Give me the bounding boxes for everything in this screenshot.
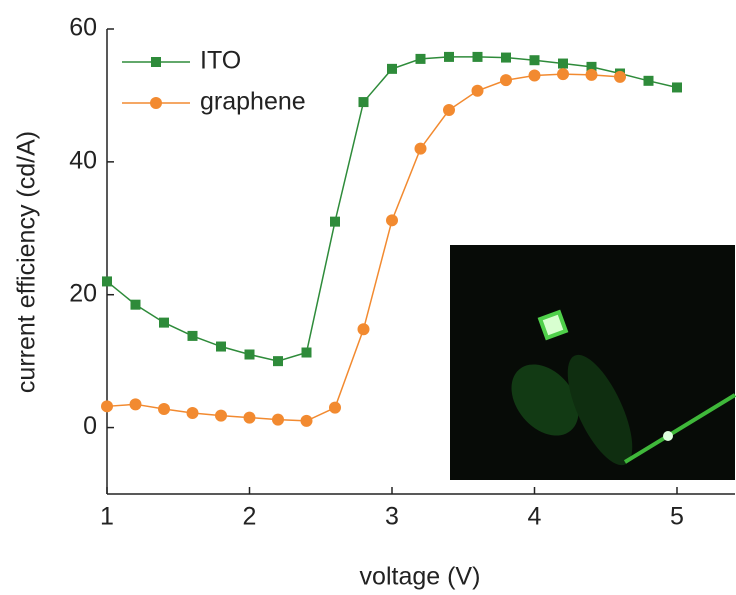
- data-point: [501, 52, 511, 63]
- data-point: [672, 82, 682, 93]
- data-point: [272, 413, 284, 426]
- inset-photo: [450, 245, 736, 480]
- data-point: [443, 104, 455, 117]
- data-point: [186, 406, 199, 419]
- data-point: [358, 97, 369, 108]
- legend-marker: [150, 97, 162, 109]
- data-point: [643, 75, 654, 86]
- data-point: [357, 323, 370, 336]
- data-point: [130, 299, 141, 310]
- data-point: [300, 414, 313, 427]
- legend-marker: [151, 57, 161, 67]
- x-axis-title: voltage (V): [360, 563, 481, 591]
- data-point: [101, 400, 113, 413]
- data-point: [414, 142, 427, 155]
- data-point: [102, 276, 112, 287]
- data-point: [387, 63, 397, 74]
- legend-label: ITO: [200, 47, 241, 75]
- x-tick-label: 3: [385, 503, 399, 531]
- data-point: [158, 402, 170, 415]
- x-tick-label: 1: [100, 503, 114, 531]
- data-point: [215, 409, 227, 422]
- y-tick-label: 40: [69, 146, 97, 174]
- photo-glow: [511, 364, 579, 436]
- data-point: [529, 55, 540, 66]
- x-tick-label: 2: [243, 503, 257, 531]
- data-point: [159, 317, 169, 328]
- data-point: [444, 51, 454, 62]
- y-tick-label: 60: [69, 14, 97, 42]
- data-point: [386, 214, 398, 227]
- data-point: [330, 216, 340, 227]
- photo-spot: [663, 431, 673, 441]
- photo-fiber: [623, 393, 736, 464]
- data-point: [471, 84, 484, 97]
- y-axis-title: current efficiency (cd/A): [13, 131, 41, 393]
- y-tick-label: 0: [83, 412, 97, 440]
- data-point: [273, 356, 283, 367]
- data-point: [187, 330, 198, 341]
- data-point: [243, 411, 256, 424]
- data-point: [244, 349, 255, 360]
- legend-label: graphene: [200, 88, 306, 116]
- data-point: [614, 70, 626, 83]
- data-point: [528, 69, 541, 82]
- data-point: [557, 68, 569, 81]
- data-point: [585, 68, 598, 81]
- data-point: [415, 53, 426, 64]
- data-point: [329, 401, 341, 414]
- data-point: [500, 74, 512, 87]
- x-tick-label: 5: [670, 503, 684, 531]
- photo-glow: [567, 354, 633, 466]
- data-point: [558, 58, 568, 69]
- data-point: [129, 398, 142, 411]
- data-point: [472, 51, 483, 62]
- data-point: [586, 61, 597, 72]
- x-tick-label: 4: [528, 503, 542, 531]
- data-point: [216, 341, 226, 352]
- data-point: [301, 347, 312, 358]
- y-tick-label: 20: [69, 279, 97, 307]
- photo-device: [537, 309, 569, 341]
